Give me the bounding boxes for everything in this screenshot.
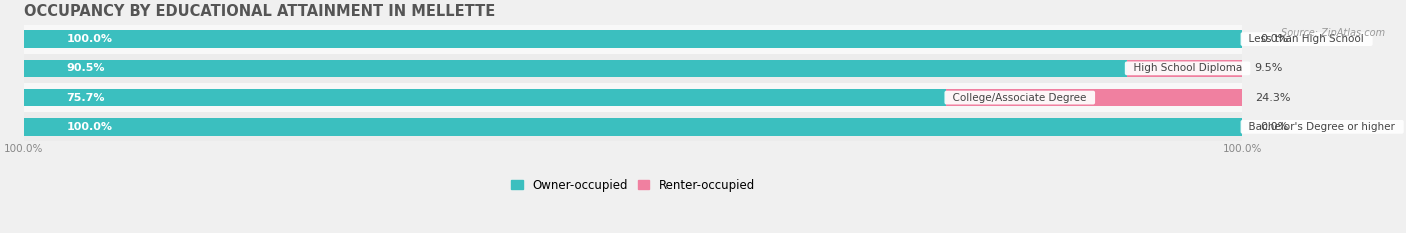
Bar <box>24 83 1243 112</box>
Bar <box>24 54 1243 83</box>
Text: 0.0%: 0.0% <box>1261 34 1289 44</box>
Legend: Owner-occupied, Renter-occupied: Owner-occupied, Renter-occupied <box>506 174 759 196</box>
Text: High School Diploma: High School Diploma <box>1126 63 1249 73</box>
Text: College/Associate Degree: College/Associate Degree <box>946 93 1094 103</box>
Bar <box>1126 60 1243 77</box>
Bar <box>24 60 1126 77</box>
Bar <box>24 30 1243 48</box>
Text: Source: ZipAtlas.com: Source: ZipAtlas.com <box>1281 28 1385 38</box>
Bar <box>24 89 946 106</box>
Text: 9.5%: 9.5% <box>1254 63 1284 73</box>
Text: 0.0%: 0.0% <box>1261 122 1289 132</box>
Bar <box>946 89 1243 106</box>
Bar <box>24 112 1243 141</box>
Bar <box>24 118 1243 136</box>
Bar <box>24 24 1243 54</box>
Text: 75.7%: 75.7% <box>66 93 105 103</box>
Text: Bachelor's Degree or higher: Bachelor's Degree or higher <box>1243 122 1402 132</box>
Text: 90.5%: 90.5% <box>66 63 105 73</box>
Text: 24.3%: 24.3% <box>1254 93 1291 103</box>
Text: OCCUPANCY BY EDUCATIONAL ATTAINMENT IN MELLETTE: OCCUPANCY BY EDUCATIONAL ATTAINMENT IN M… <box>24 4 495 19</box>
Text: 100.0%: 100.0% <box>66 122 112 132</box>
Text: 100.0%: 100.0% <box>66 34 112 44</box>
Text: Less than High School: Less than High School <box>1243 34 1371 44</box>
